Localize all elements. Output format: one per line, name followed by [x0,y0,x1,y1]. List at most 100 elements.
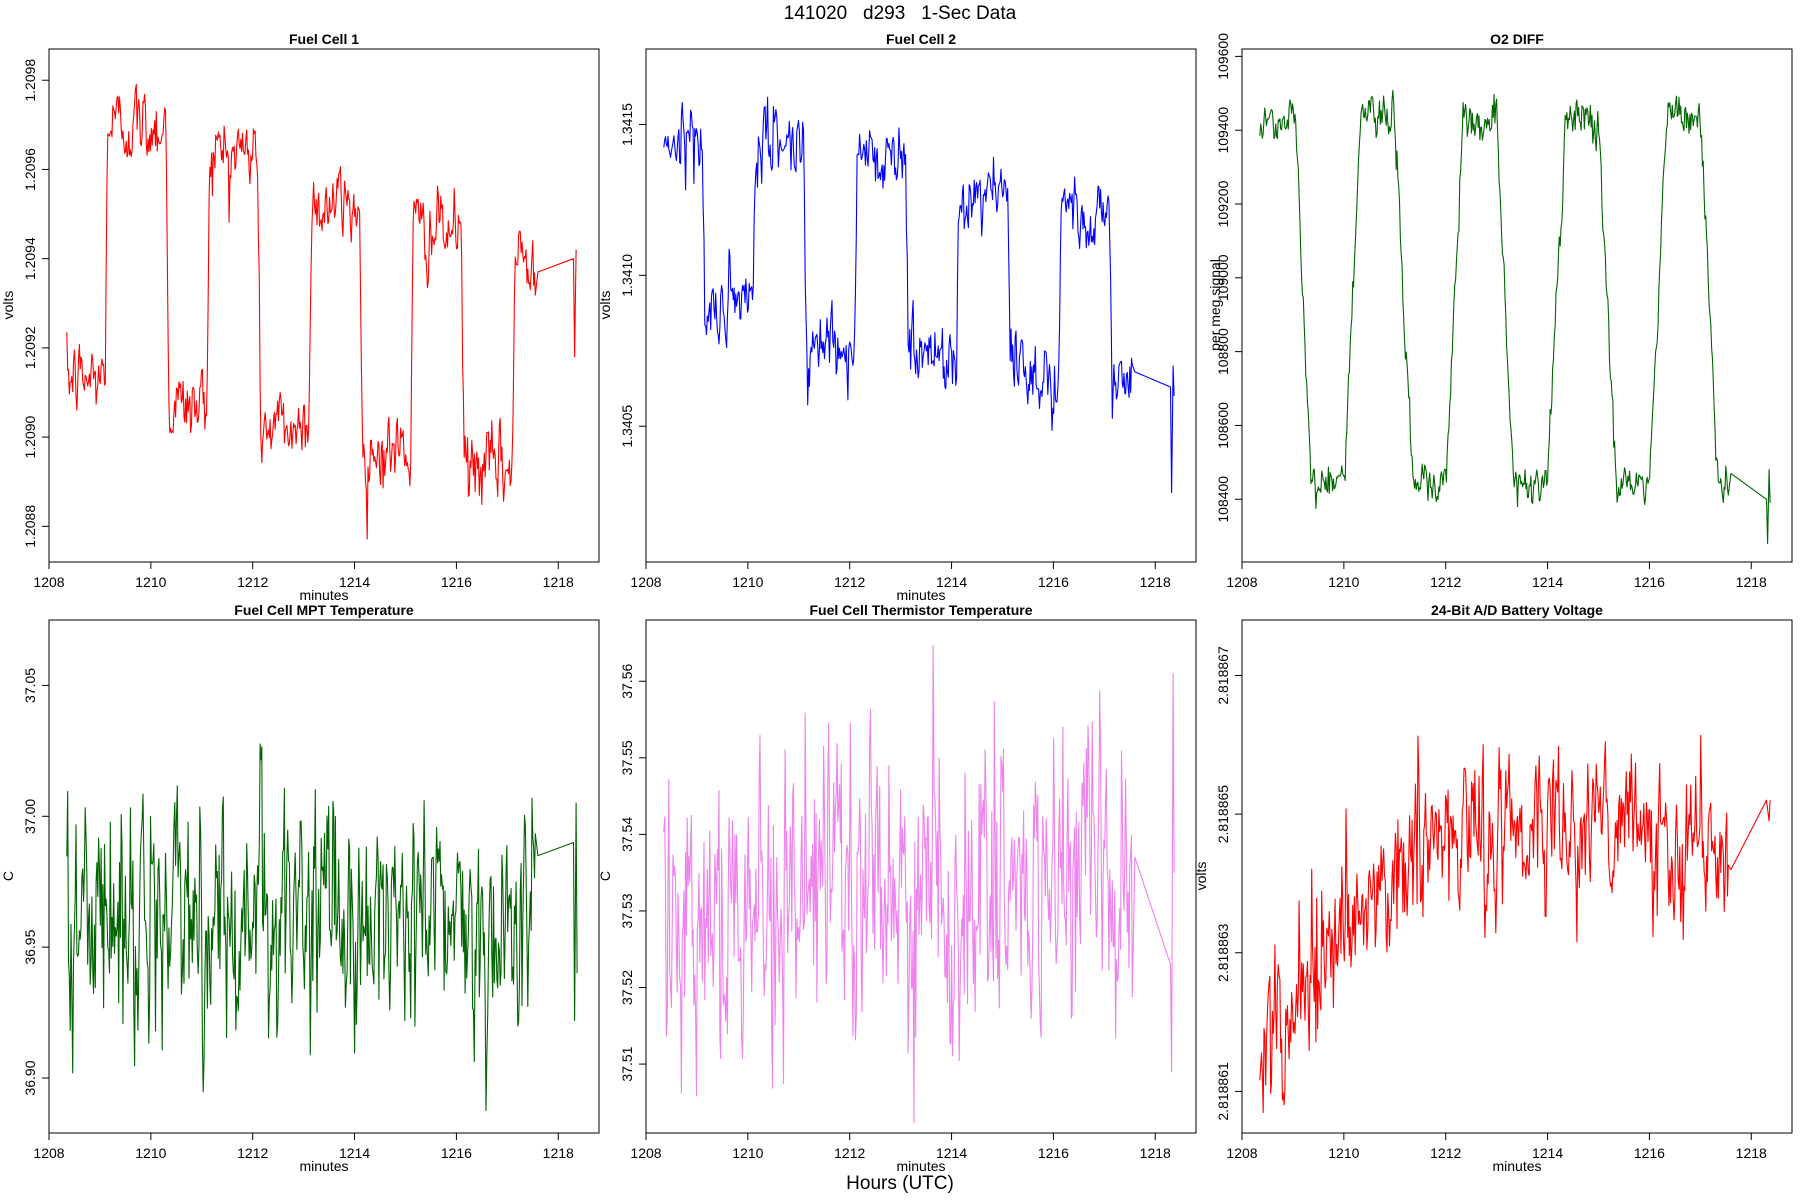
series-line [1259,90,1771,545]
panel-title: Fuel Cell 1 [289,31,359,47]
series-line [663,644,1175,1124]
panel-title: 24-Bit A/D Battery Voltage [1431,602,1603,618]
y-tick-label: 37.55 [619,740,635,775]
y-axis: 1.3405 1.3410 1.3415 [619,103,646,448]
x-tick-label: 1216 [1634,574,1665,590]
plot-frame [1241,48,1793,563]
x-axis: 1208 1210 1212 1214 1216 1218 [33,562,574,590]
x-tick-label: 1212 [237,1145,268,1161]
x-tick-label: 1216 [1634,1145,1665,1161]
x-tick-label: 1216 [1038,1145,1069,1161]
panel-mpt-temperature: Fuel Cell MPT Temperature 1208 1210 1212 12… [0,602,600,1174]
x-axis: 1208 1210 1212 1214 1216 1218 [1226,562,1767,590]
x-tick-label: 1214 [1532,1145,1563,1161]
x-tick-label: 1212 [1430,1145,1461,1161]
y-tick-label: 1.3410 [619,254,635,297]
x-tick-label: 1210 [135,574,166,590]
y-tick-label: 1.2094 [22,237,38,280]
x-tick-label: 1214 [936,574,967,590]
x-axis-label: minutes [299,587,348,603]
y-tick-label: 37.53 [619,893,635,928]
y-tick-label: 37.00 [22,799,38,834]
y-tick-label: 109400 [1215,107,1231,154]
y-tick-label: 1.2090 [22,415,38,458]
x-tick-label: 1212 [237,574,268,590]
x-tick-label: 1210 [732,574,763,590]
y-axis: 1.2088 1.2090 1.2092 1.2094 1.2096 1.2098 [22,59,49,548]
plot-frame [48,48,600,563]
y-axis: 37.51 37.52 37.53 37.54 37.55 37.56 [619,664,646,1082]
panel-title: Fuel Cell MPT Temperature [234,602,414,618]
x-tick-label: 1210 [1328,1145,1359,1161]
y-axis: 108400 108600 108800 109000 109200 109400 1096… [1215,33,1242,523]
x-tick-label: 1214 [339,574,370,590]
y-tick-label: 37.52 [619,970,635,1005]
panel-title: O2 DIFF [1490,31,1544,47]
x-axis-label: minutes [896,1158,945,1174]
figure-bottom-label: Hours (UTC) [846,1173,954,1194]
x-tick-label: 1214 [1532,574,1563,590]
x-tick-label: 1208 [33,1145,64,1161]
plot-frame [645,48,1197,563]
y-axis-label: per meg signal [1207,259,1223,351]
x-tick-label: 1218 [1140,574,1171,590]
x-axis-label: minutes [896,587,945,603]
y-tick-label: 1.2098 [22,59,38,102]
y-tick-label: 37.51 [619,1046,635,1081]
series-line [663,96,1175,494]
y-tick-label: 2.818861 [1215,1062,1231,1121]
x-tick-label: 1212 [834,1145,865,1161]
y-tick-label: 108400 [1215,476,1231,523]
y-tick-label: 109000 [1215,254,1231,301]
y-tick-label: 109200 [1215,180,1231,227]
x-tick-label: 1216 [441,1145,472,1161]
series-line [66,743,578,1112]
series-line [66,84,577,540]
y-tick-label: 108800 [1215,328,1231,375]
y-tick-label: 36.90 [22,1060,38,1095]
y-tick-label: 1.2096 [22,148,38,191]
x-tick-label: 1216 [441,574,472,590]
x-tick-label: 1210 [732,1145,763,1161]
x-axis: 1208 1210 1212 1214 1216 1218 [630,1133,1171,1161]
y-tick-label: 2.818863 [1215,923,1231,982]
plot-frame [1241,619,1793,1134]
panel-fuel-cell-2: Fuel Cell 2 1208 1210 1212 1214 1216 1218 1.3… [597,31,1197,603]
plot-frame [48,619,600,1134]
x-tick-label: 1208 [33,574,64,590]
y-tick-label: 1.2088 [22,505,38,548]
y-tick-label: 109600 [1215,33,1231,80]
y-tick-label: 1.3405 [619,405,635,448]
x-tick-label: 1210 [1328,574,1359,590]
panel-title: Fuel Cell Thermistor Temperature [809,602,1032,618]
y-axis: 2.818861 2.818863 2.818865 2.818867 [1215,646,1242,1121]
x-axis-label: minutes [299,1158,348,1174]
y-tick-label: 108600 [1215,402,1231,449]
y-axis-label: volts [597,291,613,320]
x-tick-label: 1208 [1226,1145,1257,1161]
y-tick-label: 37.56 [619,664,635,699]
x-tick-label: 1218 [1736,1145,1767,1161]
y-axis-label: volts [0,291,16,320]
x-tick-label: 1212 [1430,574,1461,590]
panel-title: Fuel Cell 2 [886,31,956,47]
x-tick-label: 1210 [135,1145,166,1161]
x-axis-label: minutes [1492,1158,1541,1174]
x-tick-label: 1218 [1736,574,1767,590]
y-axis-label: volts [1193,862,1209,891]
x-tick-label: 1218 [1140,1145,1171,1161]
x-tick-label: 1208 [630,1145,661,1161]
y-tick-label: 37.05 [22,668,38,703]
y-tick-label: 2.818867 [1215,646,1231,705]
y-tick-label: 1.2092 [22,326,38,369]
y-axis-label: C [0,871,16,881]
y-tick-label: 36.95 [22,929,38,964]
x-tick-label: 1214 [339,1145,370,1161]
y-tick-label: 2.818865 [1215,785,1231,844]
panel-o2-diff: O2 DIFF 1208 1210 1212 1214 1216 1218 1084001… [1207,31,1793,590]
x-axis: 1208 1210 1212 1214 1216 1218 [33,1133,574,1161]
x-axis: 1208 1210 1212 1214 1216 1218 [630,562,1171,590]
y-axis: 36.90 36.95 37.00 37.05 [22,668,49,1096]
x-axis: 1208 1210 1212 1214 1216 1218 [1226,1133,1767,1161]
